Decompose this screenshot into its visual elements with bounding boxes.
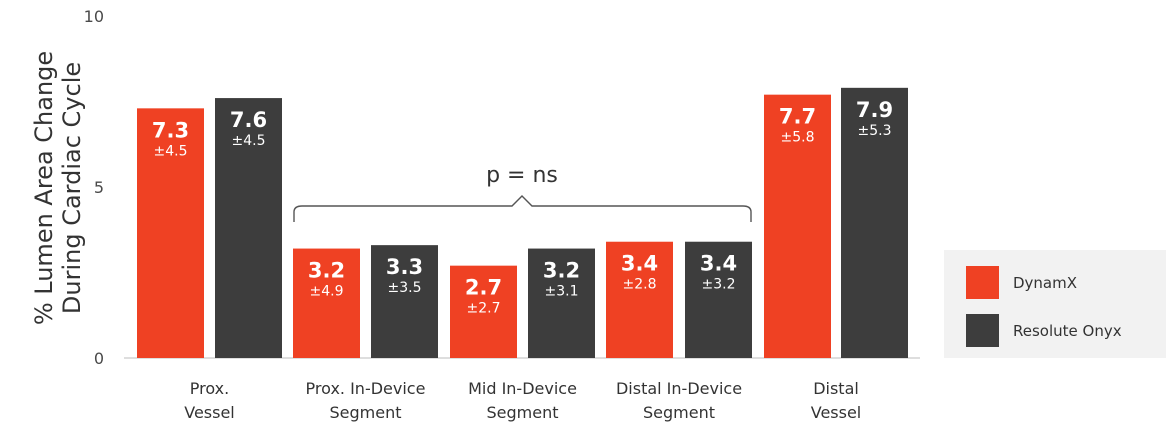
bar-resolute-onyx [685,241,752,358]
legend-swatch-resolute-onyx [966,314,999,347]
y-axis-label-line-1: % Lumen Area Change [30,51,58,325]
bar-sd-label: ±2.7 [467,301,501,317]
bar-sd-label: ±5.8 [781,130,815,146]
y-tick-label: 10 [84,7,104,26]
bar-sd-label: ±4.5 [154,143,188,159]
bar-dynamx [137,108,204,358]
x-category-label-line-2: Segment [330,403,402,422]
bar-value-label: 3.2 [308,259,345,283]
bar-resolute-onyx [215,98,282,358]
bar-sd-label: ±3.1 [545,284,579,300]
bar-value-label: 3.3 [386,255,423,279]
bar-sd-label: ±4.9 [310,284,344,300]
y-axis-label-line-2: During Cardiac Cycle [58,62,86,314]
bar-dynamx [606,241,673,358]
legend-label-resolute-onyx: Resolute Onyx [1013,322,1122,340]
bar-value-label: 3.4 [621,252,658,276]
significance-label: p = ns [486,163,558,188]
bar-value-label: 2.7 [465,276,502,300]
x-category-label-line-1: Distal [813,379,859,398]
bar-value-label: 3.2 [543,259,580,283]
x-category-label-line-1: Mid In-Device [468,379,577,398]
bar-value-label: 7.9 [856,98,893,122]
bar-sd-label: ±3.2 [702,277,736,293]
x-category-label-line-2: Segment [487,403,559,422]
bar-value-label: 7.7 [779,105,816,129]
legend-swatch-dynamx [966,266,999,299]
bar-resolute-onyx [528,248,595,358]
bar-sd-label: ±2.8 [623,277,657,293]
x-category-label-line-1: Distal In-Device [616,379,742,398]
bar-sd-label: ±5.3 [858,123,892,139]
bar-resolute-onyx [841,87,908,358]
bar-dynamx [764,94,831,358]
bar-sd-label: ±3.5 [388,280,422,296]
bar-dynamx [293,248,360,358]
bar-sd-label: ±4.5 [232,133,266,149]
y-tick-label: 5 [94,178,104,197]
x-category-label-line-1: Prox. [190,379,229,398]
legend-label-dynamx: DynamX [1013,274,1077,292]
x-category-label-line-2: Vessel [184,403,235,422]
bar-dynamx [450,265,517,358]
significance-bracket [293,195,752,222]
bar-value-label: 3.4 [700,252,737,276]
y-tick-label: 0 [94,349,104,368]
bar-value-label: 7.6 [230,108,267,132]
bar-resolute-onyx [371,245,438,358]
x-category-label-line-2: Segment [643,403,715,422]
bar-value-label: 7.3 [152,118,189,142]
x-category-label-line-1: Prox. In-Device [306,379,426,398]
x-category-label-line-2: Vessel [811,403,862,422]
